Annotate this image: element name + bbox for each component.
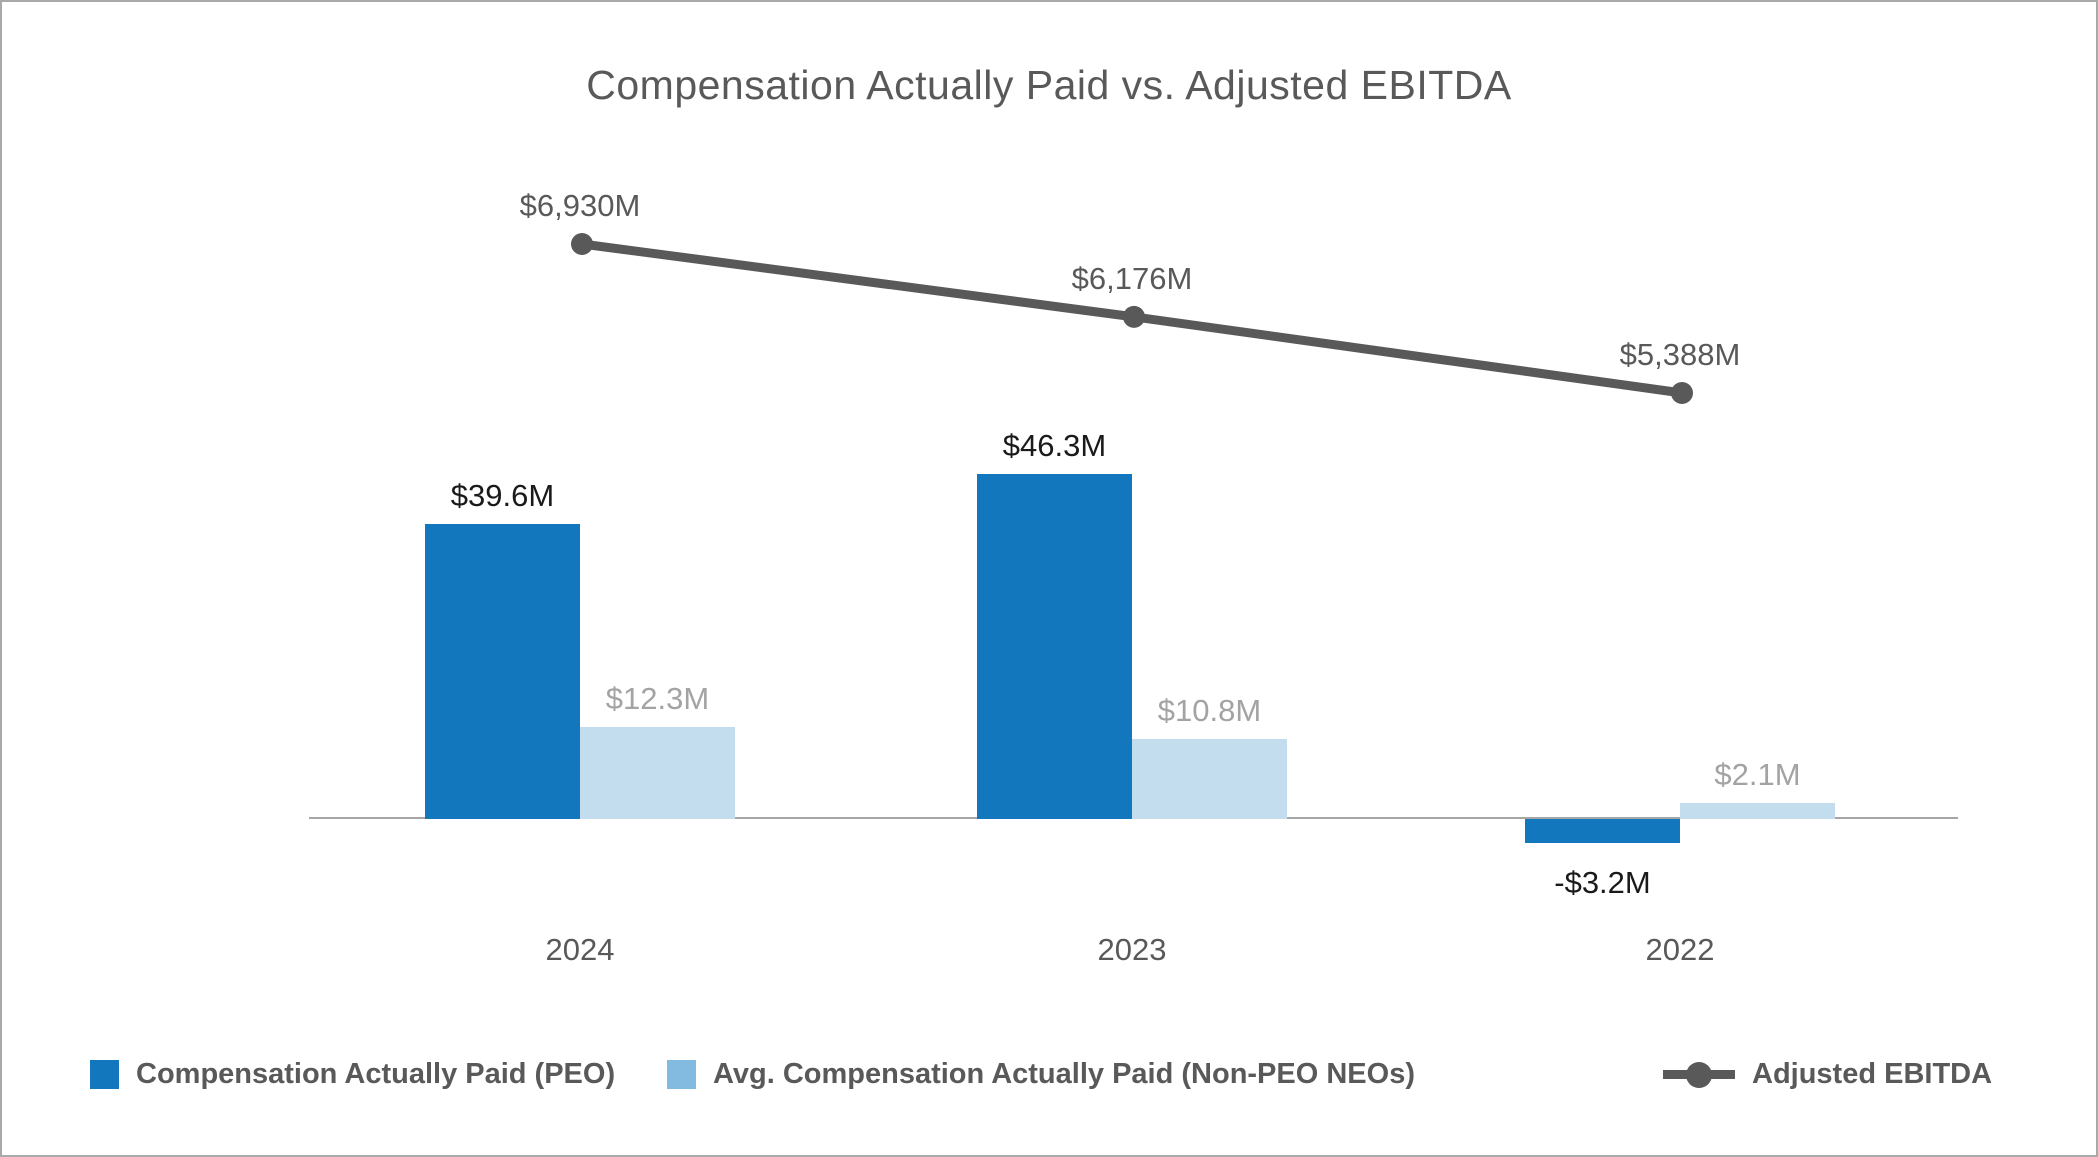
bar-peo-2024 — [425, 523, 580, 819]
bar-neo-2024 — [580, 727, 735, 819]
year-label-2022: 2022 — [1645, 932, 1715, 967]
bar-label-neo-2022: $2.1M — [1714, 757, 1801, 793]
bar-label-peo-2024: $39.6M — [450, 477, 555, 513]
bar-label-neo-2023: $10.8M — [1157, 692, 1262, 728]
year-label-2024: 2024 — [545, 932, 615, 967]
bar-label-peo-2022: -$3.2M — [1554, 864, 1651, 900]
ebitda-label-2022: $5,388M — [1619, 337, 1741, 372]
bar-peo-2023 — [977, 474, 1132, 819]
bar-label-neo-2024: $12.3M — [605, 681, 710, 717]
ebitda-point-2022 — [1671, 382, 1693, 404]
legend-item-neo: Avg. Compensation Actually Paid (Non-PEO… — [667, 1055, 1415, 1093]
legend-label-neo: Avg. Compensation Actually Paid (Non-PEO… — [713, 1057, 1415, 1090]
legend-label-ebitda: Adjusted EBITDA — [1752, 1057, 1993, 1090]
legend-label-peo: Compensation Actually Paid (PEO) — [136, 1057, 616, 1090]
ebitda-label-2023: $6,176M — [1071, 260, 1193, 296]
ebitda-line-dot-icon — [1686, 1061, 1712, 1088]
ebitda-point-2023 — [1123, 305, 1145, 328]
ebitda-label-2024: $6,930M — [519, 188, 641, 223]
legend-item-peo: Compensation Actually Paid (PEO) — [90, 1055, 615, 1093]
bar-label-peo-2023: $46.3M — [1002, 428, 1107, 464]
bar-neo-2022 — [1680, 803, 1835, 819]
neo-series-swatch — [667, 1059, 696, 1089]
ebitda-point-2024 — [571, 233, 593, 255]
peo-series-swatch — [90, 1059, 119, 1089]
ebitda-line-swatch — [1663, 1061, 1735, 1088]
chart-title: Compensation Actually Paid vs. Adjusted … — [586, 62, 1512, 108]
bar-neo-2023 — [1132, 738, 1287, 819]
bar-peo-2022 — [1525, 819, 1680, 843]
year-label-2023: 2023 — [1097, 932, 1167, 967]
legend-item-ebitda: Adjusted EBITDA — [1663, 1055, 1992, 1093]
